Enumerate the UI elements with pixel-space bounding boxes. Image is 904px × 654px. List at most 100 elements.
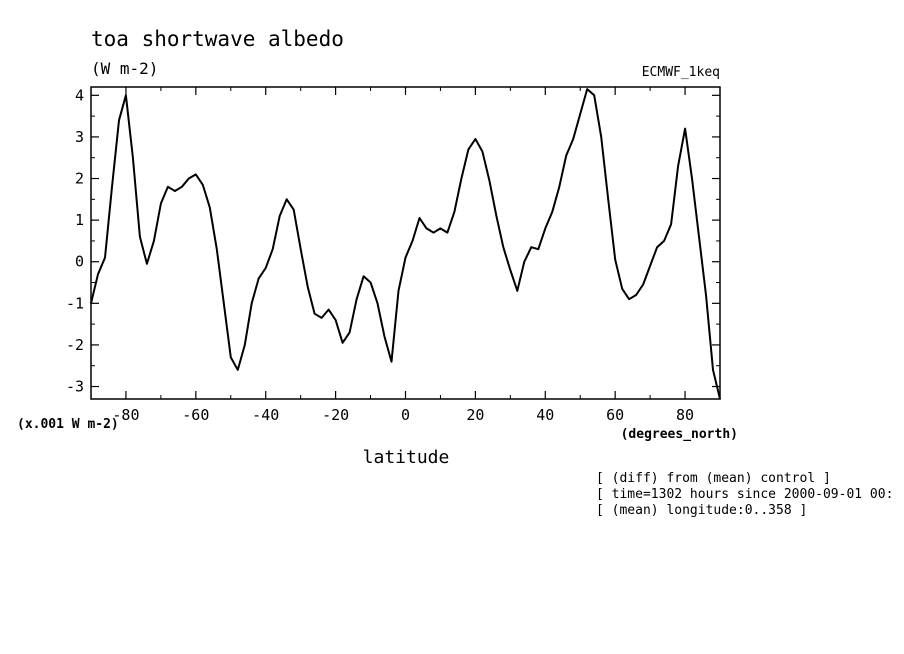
data-point xyxy=(446,232,448,234)
data-point xyxy=(551,211,553,213)
data-point xyxy=(223,302,225,304)
data-points xyxy=(90,88,721,400)
data-point xyxy=(230,356,232,358)
data-point xyxy=(537,248,539,250)
y-tick-label: 4 xyxy=(75,86,84,104)
data-point xyxy=(600,136,602,138)
data-point xyxy=(628,298,630,300)
data-point xyxy=(663,240,665,242)
data-point xyxy=(656,246,658,248)
data-point xyxy=(523,261,525,263)
data-point xyxy=(300,248,302,250)
data-point xyxy=(495,215,497,217)
data-point xyxy=(188,177,190,180)
x-unit-label: (degrees_north) xyxy=(621,427,738,442)
data-point xyxy=(579,113,581,115)
data-point xyxy=(335,319,337,321)
dataset-label: ECMWF_1keq xyxy=(642,65,720,80)
y-tick-label: 1 xyxy=(75,211,84,229)
data-point xyxy=(614,259,616,261)
data-point xyxy=(649,265,651,267)
data-point xyxy=(390,361,393,363)
data-point xyxy=(370,281,372,284)
units-label: (W m-2) xyxy=(91,59,158,78)
data-point xyxy=(453,211,455,213)
data-point xyxy=(404,257,407,259)
data-point xyxy=(314,313,316,315)
data-point xyxy=(195,173,197,175)
x-tick-label: 60 xyxy=(606,406,624,424)
x-tick-label: -60 xyxy=(182,406,209,424)
data-point xyxy=(474,138,476,140)
data-point xyxy=(349,331,351,333)
data-point xyxy=(397,290,400,292)
data-point xyxy=(593,94,595,96)
data-point xyxy=(174,190,176,192)
data-point xyxy=(516,290,518,292)
data-point xyxy=(118,119,120,121)
data-point xyxy=(321,317,323,319)
data-point xyxy=(328,309,330,311)
y-tick-label: 3 xyxy=(75,128,84,146)
data-point xyxy=(265,267,267,269)
y-tick-label: 0 xyxy=(75,253,84,271)
data-point xyxy=(104,257,106,259)
x-tick-label: 80 xyxy=(676,406,694,424)
data-point xyxy=(691,177,693,180)
data-point xyxy=(293,209,295,211)
data-point xyxy=(698,236,700,238)
x-tick-label: 40 xyxy=(536,406,554,424)
y-tick-label: -1 xyxy=(66,294,84,312)
data-point xyxy=(565,155,567,157)
data-point xyxy=(216,248,218,250)
data-point xyxy=(111,186,113,188)
data-point xyxy=(509,269,511,271)
data-point xyxy=(558,186,560,188)
data-point xyxy=(342,342,344,344)
chart-title: toa shortwave albedo xyxy=(91,27,344,51)
y-tick-label: -3 xyxy=(66,378,84,396)
data-point xyxy=(132,157,134,159)
y-tick-label: 2 xyxy=(75,170,84,188)
x-axis: -80 -60 -40 -20 0 20 40 60 80 xyxy=(90,87,721,424)
data-point xyxy=(572,138,574,140)
data-point xyxy=(719,398,721,400)
data-point xyxy=(90,302,92,304)
data-point xyxy=(160,202,162,205)
data-point xyxy=(635,294,637,296)
data-point xyxy=(439,227,441,229)
data-point xyxy=(356,298,358,300)
annotation-time: [ time=1302 hours since 2000-09-01 00: xyxy=(596,487,893,502)
data-point xyxy=(502,246,504,248)
x-tick-label: -80 xyxy=(112,406,139,424)
data-point xyxy=(181,186,183,188)
data-point xyxy=(97,273,99,275)
data-point xyxy=(712,369,714,371)
data-point xyxy=(307,286,309,288)
plot-frame xyxy=(90,86,721,400)
annotation-diff: [ (diff) from (mean) control ] xyxy=(596,471,831,486)
y-axis: -3 -2 -1 0 1 2 3 4 xyxy=(66,86,720,396)
data-point xyxy=(153,240,155,242)
data-point xyxy=(670,223,672,225)
data-point xyxy=(642,284,644,286)
data-point xyxy=(705,294,707,296)
x-tick-label: -20 xyxy=(322,406,349,424)
data-point xyxy=(272,248,274,250)
annotation-longitude: [ (mean) longitude:0..358 ] xyxy=(596,503,807,518)
data-point xyxy=(167,186,169,188)
data-point xyxy=(530,246,532,248)
data-point xyxy=(411,240,414,242)
data-point xyxy=(363,275,365,277)
data-point xyxy=(460,177,462,180)
data-point xyxy=(607,198,609,200)
data-point xyxy=(139,236,141,238)
data-point xyxy=(677,165,679,167)
data-point xyxy=(237,369,239,371)
data-point xyxy=(488,180,490,182)
x-tick-label: 20 xyxy=(466,406,484,424)
data-point xyxy=(279,215,281,217)
data-point xyxy=(244,344,246,346)
data-point xyxy=(376,302,379,304)
